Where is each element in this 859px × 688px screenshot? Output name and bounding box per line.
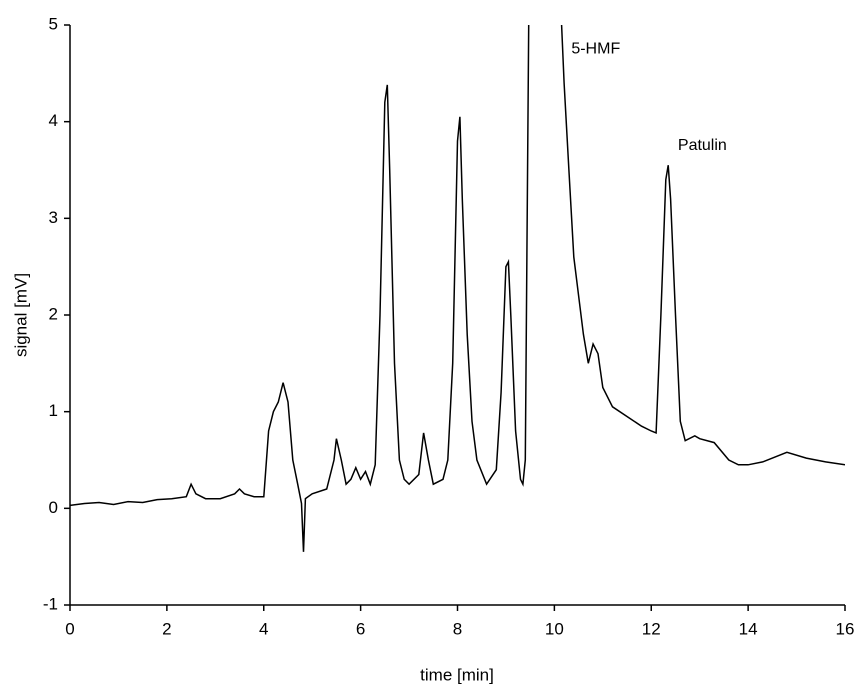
y-tick-label: 4 (49, 111, 58, 130)
x-tick-label: 16 (836, 619, 855, 638)
x-tick-label: 2 (162, 619, 171, 638)
x-tick-label: 12 (642, 619, 661, 638)
y-tick-label: -1 (43, 594, 58, 613)
y-tick-label: 2 (49, 304, 58, 323)
x-tick-label: 10 (545, 619, 564, 638)
x-tick-label: 0 (65, 619, 74, 638)
y-tick-label: 3 (49, 208, 58, 227)
x-axis-label: time [min] (420, 665, 494, 684)
annotation: Patulin (678, 137, 727, 154)
signal-line (70, 25, 845, 552)
y-tick-label: 1 (49, 401, 58, 420)
y-axis-label: signal [mV] (11, 273, 30, 357)
x-tick-label: 6 (356, 619, 365, 638)
annotation: 5-HMF (571, 40, 620, 57)
x-tick-label: 14 (739, 619, 758, 638)
x-tick-label: 4 (259, 619, 268, 638)
x-tick-label: 8 (453, 619, 462, 638)
y-tick-label: 5 (49, 14, 58, 33)
y-tick-label: 0 (49, 498, 58, 517)
